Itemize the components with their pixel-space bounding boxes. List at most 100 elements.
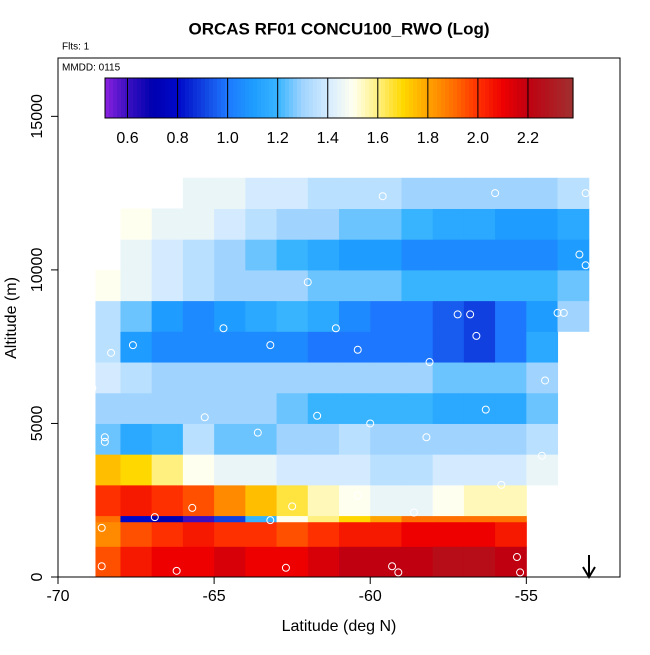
heatmap-cell — [370, 362, 402, 394]
heatmap-cell — [495, 300, 527, 332]
heatmap-cell — [120, 208, 153, 240]
observation-point — [512, 553, 521, 562]
colorbar-swatch — [181, 78, 186, 118]
colorbar-swatch — [341, 78, 346, 118]
colorbar-swatch — [437, 78, 442, 118]
heatmap-cell — [401, 300, 434, 332]
observation-point — [150, 513, 159, 522]
x-tick-label: -65 — [203, 588, 226, 605]
colorbar-swatch — [321, 78, 326, 118]
colorbar-swatch — [449, 78, 454, 118]
colorbar-swatch — [209, 78, 214, 118]
heatmap-cell — [182, 546, 215, 578]
heatmap-cell — [463, 484, 496, 517]
heatmap-cell — [151, 239, 184, 271]
colorbar-swatch — [229, 78, 234, 118]
colorbar-swatch — [565, 78, 570, 118]
heatmap-cell — [151, 362, 184, 394]
observation-point — [303, 278, 312, 287]
colorbar-swatch — [441, 78, 446, 118]
colorbar-swatch — [453, 78, 458, 118]
heatmap-cell — [370, 521, 402, 547]
heatmap-cell — [432, 239, 465, 271]
colorbar-swatch — [197, 78, 202, 118]
heatmap-cell — [463, 177, 496, 209]
heatmap-cell — [307, 515, 340, 523]
colorbar-swatch — [297, 78, 302, 118]
colorbar-swatch — [309, 78, 314, 118]
colorbar-swatch — [173, 78, 178, 118]
colorbar-swatch — [337, 78, 342, 118]
heatmap-cell — [307, 521, 340, 547]
heatmap-cell — [432, 546, 465, 578]
heatmap-cell — [276, 454, 309, 486]
colorbar-swatch — [425, 78, 430, 118]
heatmap-cell — [495, 362, 527, 394]
heatmap-cell — [307, 239, 340, 271]
colorbar-tick-label: 1.0 — [217, 130, 239, 147]
colorbar-swatch — [377, 78, 382, 118]
heatmap-cell — [370, 300, 402, 332]
heatmap-cell — [214, 484, 246, 517]
heatmap-cell — [151, 392, 184, 424]
heatmap-cell — [214, 392, 246, 424]
y-tick-label: 0 — [29, 572, 46, 581]
heatmap-cell — [370, 392, 402, 424]
heatmap-cell — [245, 208, 278, 240]
observation-point — [541, 376, 550, 385]
colorbar-swatch — [109, 78, 114, 118]
heatmap-cell — [307, 331, 340, 363]
colorbar-swatch — [505, 78, 510, 118]
heatmap-cell — [526, 300, 559, 332]
heatmap-cell — [276, 392, 309, 424]
colorbar-swatch — [401, 78, 406, 118]
heatmap-cell — [182, 208, 215, 240]
heatmap-cell — [370, 208, 402, 240]
observation-point — [581, 189, 590, 198]
heatmap-cell — [495, 454, 527, 486]
colorbar-tick-label: 1.2 — [267, 130, 289, 147]
heatmap-cell — [276, 300, 309, 332]
colorbar-swatch — [145, 78, 150, 118]
observation-point — [422, 433, 431, 442]
observation-point — [97, 523, 106, 532]
heatmap-cell — [276, 423, 309, 455]
heatmap-cell — [214, 331, 246, 363]
heatmap-cell — [370, 239, 402, 271]
heatmap-cell — [495, 515, 527, 523]
heatmap-cell — [401, 515, 434, 523]
colorbar-swatch — [293, 78, 298, 118]
observation-point — [107, 348, 116, 357]
heatmap-cell — [495, 521, 527, 547]
colorbar-swatch — [521, 78, 526, 118]
observation-point — [388, 562, 397, 571]
observation-point — [281, 563, 290, 572]
colorbar-swatch — [485, 78, 490, 118]
heatmap-cell — [182, 331, 215, 363]
heatmap-cell — [370, 331, 402, 363]
x-tick-label: -55 — [515, 588, 538, 605]
heatmap-cell — [401, 208, 434, 240]
observation-point — [97, 562, 106, 571]
heatmap-cell — [245, 423, 278, 455]
heatmap-cell — [120, 546, 153, 578]
heatmap-cell — [245, 239, 278, 271]
heatmap-cell — [151, 484, 184, 517]
heatmap-cell — [370, 484, 402, 517]
heatmap-cell — [214, 521, 246, 547]
colorbar-swatch — [501, 78, 506, 118]
colorbar-tick-label: 1.6 — [367, 130, 389, 147]
heatmap-cell — [276, 177, 309, 209]
observation-point — [537, 451, 546, 460]
x-axis-label: Latitude (deg N) — [282, 618, 397, 635]
heatmap-cell — [245, 546, 278, 578]
heatmap-cell — [432, 392, 465, 424]
heatmap-cell — [339, 362, 371, 394]
heatmap-cell — [182, 484, 215, 517]
colorbar-tick-label: 1.4 — [317, 130, 339, 147]
heatmap-cell — [245, 392, 278, 424]
heatmap-cell — [95, 521, 121, 547]
colorbar-frame — [104, 77, 574, 119]
heatmap-cell — [339, 269, 371, 302]
observation-point — [288, 502, 297, 511]
